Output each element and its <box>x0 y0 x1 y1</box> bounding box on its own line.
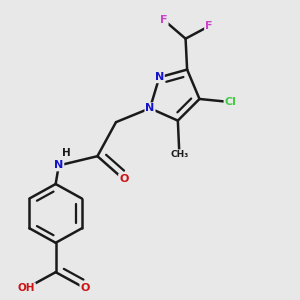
Text: CH₃: CH₃ <box>170 150 188 159</box>
Text: F: F <box>205 21 212 31</box>
Text: O: O <box>80 283 90 293</box>
Text: O: O <box>119 174 128 184</box>
Text: F: F <box>160 15 168 25</box>
Text: H: H <box>62 148 71 158</box>
Text: N: N <box>146 103 154 113</box>
Text: Cl: Cl <box>224 97 236 107</box>
Text: N: N <box>54 160 63 170</box>
Text: OH: OH <box>17 283 35 293</box>
Text: N: N <box>155 72 164 82</box>
